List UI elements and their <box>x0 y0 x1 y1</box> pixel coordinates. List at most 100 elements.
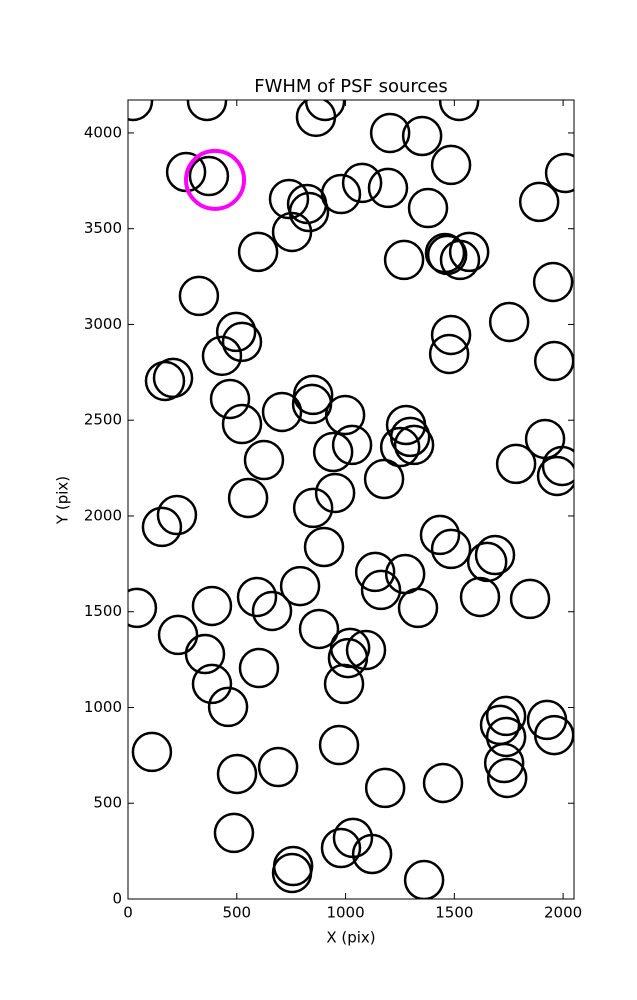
source-marker <box>533 714 574 756</box>
source-marker <box>243 439 285 481</box>
y-tick-label: 4000 <box>84 123 122 141</box>
source-marker <box>327 637 369 679</box>
source-marker <box>401 115 443 157</box>
source-marker <box>363 458 405 500</box>
source-marker <box>526 699 568 741</box>
source-marker <box>221 403 263 445</box>
source-marker <box>428 333 470 375</box>
x-axis-label: X (pix) <box>326 929 375 947</box>
x-tick-label: 500 <box>222 904 251 922</box>
source-marker <box>483 742 525 784</box>
source-marker <box>541 445 574 487</box>
plot-area <box>128 100 574 899</box>
source-marker <box>303 526 345 568</box>
source-marker <box>351 833 393 875</box>
source-marker <box>314 472 356 514</box>
x-tick-label: 0 <box>123 904 133 922</box>
source-marker <box>439 239 481 281</box>
source-marker <box>201 335 243 377</box>
source-marker <box>213 812 255 854</box>
source-marker <box>207 686 249 728</box>
source-marker <box>209 378 251 420</box>
source-marker <box>141 506 183 548</box>
y-axis-label: Y (pix) <box>54 476 72 525</box>
source-marker <box>369 112 411 154</box>
source-marker <box>221 321 263 363</box>
source-marker <box>345 629 387 671</box>
source-marker <box>165 151 207 193</box>
source-marker <box>191 585 233 627</box>
source-marker <box>186 100 228 122</box>
source-marker <box>131 731 173 773</box>
source-marker <box>257 746 299 788</box>
source-marker <box>184 148 247 211</box>
source-marker <box>430 314 472 356</box>
source-marker <box>379 426 421 468</box>
source-marker <box>331 424 373 466</box>
source-marker <box>360 569 402 611</box>
source-marker <box>383 239 425 281</box>
source-marker <box>486 757 528 799</box>
source-marker <box>128 100 154 122</box>
source-marker <box>292 487 334 529</box>
plot-frame <box>127 99 575 900</box>
source-marker <box>422 762 464 804</box>
source-marker <box>430 528 472 570</box>
source-marker <box>438 100 480 122</box>
x-tick-label: 1500 <box>435 904 473 922</box>
chart-title: FWHM of PSF sources <box>254 76 448 97</box>
source-marker <box>393 424 435 466</box>
y-tick-label: 500 <box>93 794 122 812</box>
source-marker <box>430 144 472 186</box>
source-marker <box>320 827 362 869</box>
source-marker <box>389 416 431 458</box>
source-marker <box>397 587 439 629</box>
source-marker <box>178 275 220 317</box>
source-marker <box>271 852 313 894</box>
source-marker <box>495 443 537 485</box>
source-marker <box>271 211 313 253</box>
source-marker <box>323 663 365 705</box>
y-tick-label: 1500 <box>84 602 122 620</box>
source-marker <box>215 311 257 353</box>
source-marker <box>188 155 230 197</box>
source-marker <box>354 551 396 593</box>
source-marker <box>448 231 490 273</box>
source-marker <box>318 724 360 766</box>
source-marker <box>509 578 551 620</box>
source-marker <box>403 859 445 899</box>
y-tick-label: 2500 <box>84 411 122 429</box>
source-marker <box>536 455 574 497</box>
source-marker <box>157 614 199 656</box>
source-marker <box>341 162 383 204</box>
y-tick-label: 0 <box>112 890 122 908</box>
source-marker <box>156 494 198 536</box>
x-tick-label: 2000 <box>544 904 582 922</box>
source-marker <box>279 565 321 607</box>
y-tick-label: 1000 <box>84 698 122 716</box>
y-tick-label: 3500 <box>84 219 122 237</box>
source-marker <box>474 534 516 576</box>
source-marker <box>485 695 527 737</box>
source-marker <box>364 767 406 809</box>
source-marker <box>488 301 530 343</box>
source-marker <box>518 181 560 223</box>
source-marker <box>312 431 354 473</box>
source-marker <box>407 187 449 229</box>
source-marker <box>227 477 269 519</box>
source-marker <box>251 590 293 632</box>
source-marker <box>419 514 461 556</box>
source-marker <box>485 716 527 758</box>
source-marker <box>236 576 278 618</box>
source-marker <box>268 178 310 220</box>
source-marker <box>544 152 574 194</box>
source-marker <box>298 608 340 650</box>
source-marker <box>237 231 279 273</box>
y-tick-label: 2000 <box>84 506 122 524</box>
source-marker <box>191 663 233 705</box>
source-marker <box>152 357 194 399</box>
source-marker <box>385 404 427 446</box>
source-marker <box>238 647 280 689</box>
source-marker <box>184 633 226 675</box>
